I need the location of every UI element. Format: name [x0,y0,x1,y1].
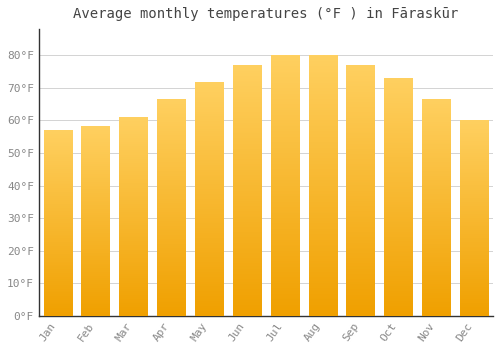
Title: Average monthly temperatures (°F ) in Fāraskūr: Average monthly temperatures (°F ) in Fā… [74,7,458,21]
